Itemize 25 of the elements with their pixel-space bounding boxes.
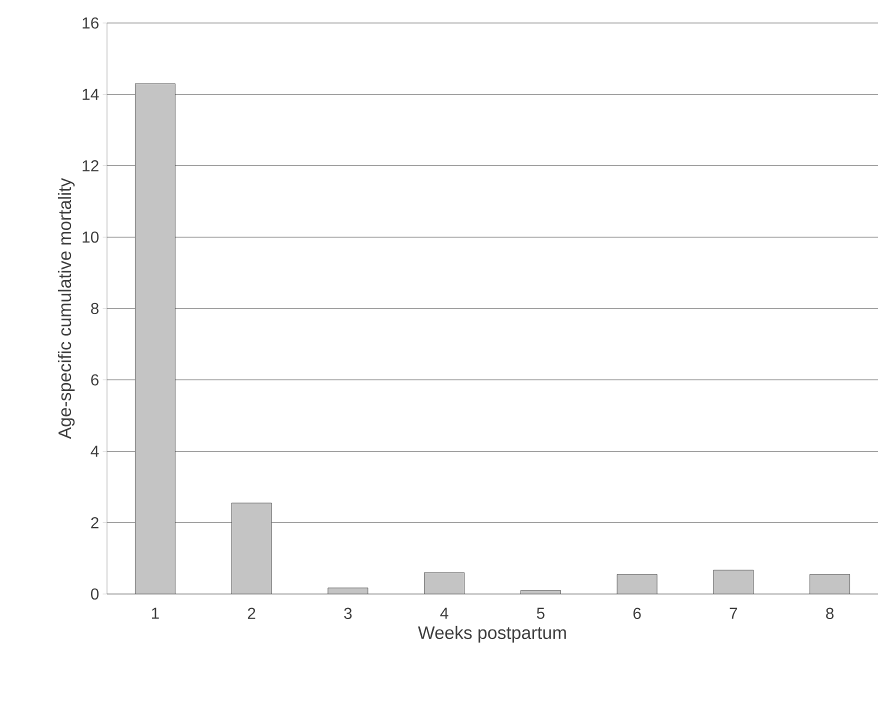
y-tick-label: 16	[82, 17, 99, 29]
x-tick-label: 1	[152, 608, 159, 619]
y-tick-label: 12	[82, 160, 98, 172]
bar	[424, 572, 465, 594]
y-tick-label: 10	[82, 231, 99, 243]
y-axis-title: Age-specific cumulative mortality	[58, 178, 75, 440]
y-tick-label: 2	[91, 517, 98, 528]
bar	[231, 502, 272, 594]
x-tick-label: 8	[826, 608, 834, 620]
x-tick-label: 2	[248, 608, 256, 619]
bar	[134, 83, 176, 594]
x-tick-label: 4	[440, 608, 448, 619]
x-tick-label: 3	[344, 608, 352, 620]
y-tick-label: 8	[91, 302, 99, 314]
bar	[810, 574, 850, 594]
y-tick-label: 14	[82, 88, 99, 100]
x-tick-label: 6	[633, 608, 641, 620]
x-axis-title: Weeks postpartum	[418, 626, 566, 643]
y-tick-label: 6	[91, 374, 99, 386]
bar	[616, 574, 658, 594]
x-tick-label: 5	[536, 608, 544, 619]
x-tick-label: 7	[730, 608, 738, 619]
y-tick-label: 4	[90, 446, 99, 457]
bar	[713, 570, 754, 594]
y-tick-label: 0	[90, 588, 99, 600]
